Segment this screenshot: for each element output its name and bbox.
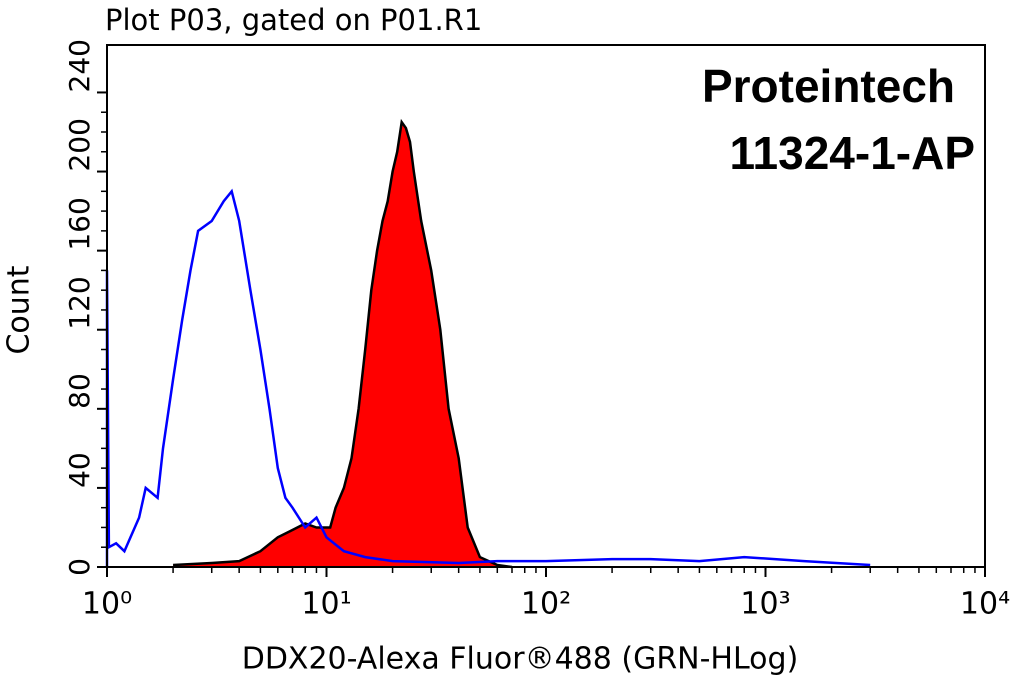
- annotation: Proteintech: [702, 60, 955, 112]
- x-axis-label: DDX20-Alexa Fluor®488 (GRN-HLog): [242, 642, 799, 677]
- x-tick-label: 10²: [521, 587, 571, 622]
- y-tick-label: 160: [63, 197, 96, 250]
- x-tick-label: 10¹: [301, 587, 351, 622]
- y-tick-label: 0: [63, 558, 96, 576]
- y-tick-label: 120: [63, 276, 96, 329]
- plot-frame: [106, 44, 986, 568]
- y-tick-label: 40: [63, 452, 96, 488]
- line: [173, 118, 513, 569]
- x-tick-label: 10³: [740, 587, 790, 622]
- annotation: 11324-1-AP: [730, 127, 976, 179]
- x-tick-label: 10⁰: [82, 587, 132, 622]
- chart-title: Plot P03, gated on P01.R1: [105, 3, 482, 37]
- line: [105, 188, 871, 567]
- y-tick-label: 200: [63, 118, 96, 171]
- y-tick-label: 80: [63, 373, 96, 409]
- y-tick-label: 240: [63, 39, 96, 92]
- area: [173, 122, 512, 567]
- y-axis-label: Count: [2, 265, 37, 354]
- x-tick-label: 10⁴: [960, 587, 1010, 622]
